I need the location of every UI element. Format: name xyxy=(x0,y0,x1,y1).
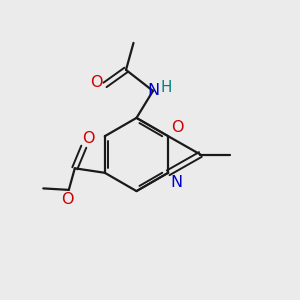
Text: O: O xyxy=(90,75,103,90)
Text: O: O xyxy=(82,131,94,146)
Text: O: O xyxy=(61,192,74,207)
Text: N: N xyxy=(147,83,159,98)
Text: O: O xyxy=(172,120,184,135)
Text: N: N xyxy=(170,175,183,190)
Text: H: H xyxy=(160,80,172,95)
